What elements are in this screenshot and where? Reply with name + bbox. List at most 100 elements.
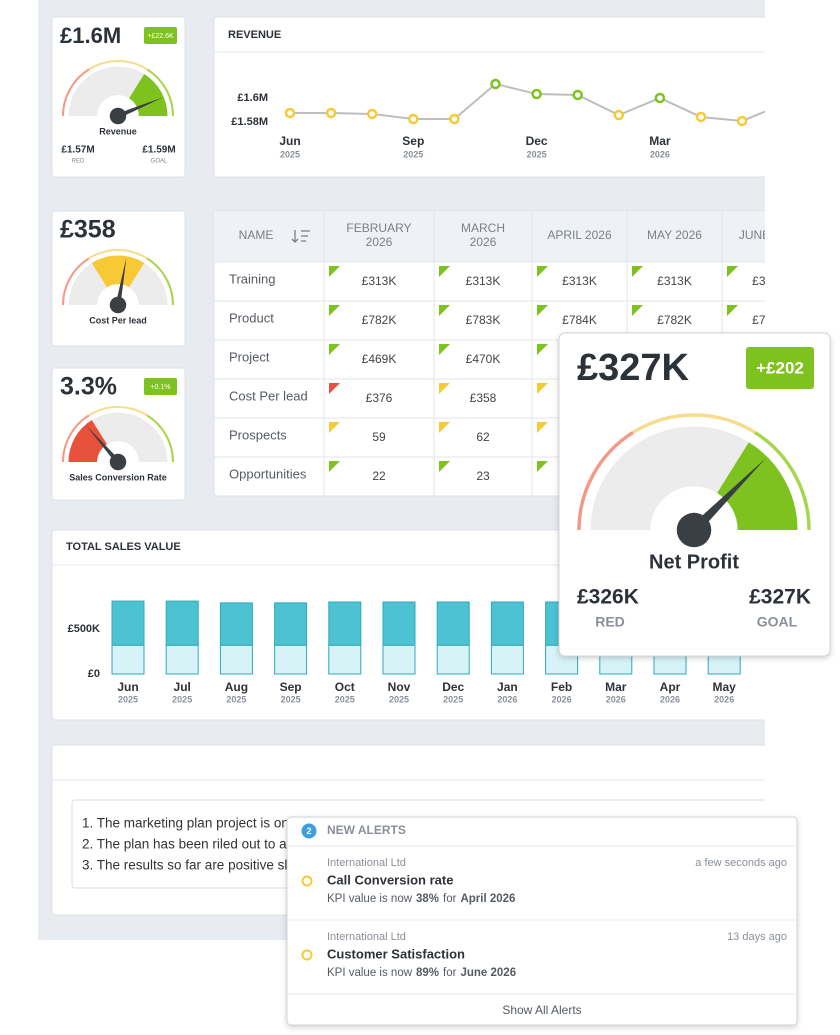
sales-bar-segment [219, 602, 253, 646]
table-header-name: NAME [239, 228, 274, 242]
alert-name: Customer Satisfaction [327, 946, 465, 961]
x-tick-month: Nov [388, 680, 411, 694]
revenue-point [736, 115, 748, 127]
status-flag [439, 305, 450, 316]
alerts-title: NEW ALERTS [327, 823, 406, 837]
gauge-needle [690, 458, 766, 534]
x-tick-month: Aug [225, 680, 248, 694]
popup-value: £327K [577, 347, 690, 389]
table-cell: £470K [466, 352, 501, 366]
net-profit-popup: £327K +£202 Net Profit £326K RED £327K GOAL [558, 332, 831, 657]
revenue-point [695, 111, 707, 123]
popup-goal-value: £327K [749, 586, 811, 609]
sort-icon[interactable] [291, 230, 310, 243]
sales-bar-segment [274, 644, 308, 675]
status-flag [632, 305, 643, 316]
x-tick-month: Dec [526, 134, 548, 148]
x-tick-month: Jul [174, 680, 191, 694]
alerts-card [286, 816, 798, 1026]
kpi-title: Revenue [99, 126, 137, 136]
gauge-outer-band [146, 414, 174, 463]
table-cell: £313K [466, 274, 501, 288]
gauge-outer-band [88, 406, 148, 417]
status-flag [537, 383, 548, 394]
alerts-footer[interactable]: Show All Alerts [502, 1003, 581, 1017]
alert-name: Call Conversion rate [327, 872, 453, 887]
table-row-name: Training [229, 271, 275, 286]
alert-detail-value: 89% [416, 967, 439, 979]
revenue-point [284, 107, 296, 119]
popup-red-caption: RED [595, 614, 625, 630]
sales-bar-segment [328, 644, 362, 675]
popup-badge [746, 347, 814, 389]
sales-bar-segment [274, 602, 308, 646]
gauge-needle [115, 257, 127, 306]
status-flag [439, 461, 450, 472]
status-flag [439, 383, 450, 394]
gauge-status-fill [128, 74, 168, 117]
x-tick-month: Dec [442, 680, 464, 694]
table-row-name: Prospects [229, 427, 287, 442]
x-tick-month: Jan [497, 680, 518, 694]
table-column-header: MARCH [461, 221, 505, 235]
gauge-needle [117, 97, 163, 119]
x-tick-month: Sep [280, 680, 302, 694]
x-tick-month: Sep [402, 134, 424, 148]
table-column-header: MAY 2026 [647, 228, 702, 242]
revenue-card [213, 16, 765, 178]
table-column-header: JUNE 2026 [739, 228, 801, 242]
table-cell: 22 [372, 469, 386, 483]
alert-company: International Ltd [327, 931, 406, 943]
alert-item[interactable]: International Ltd 13 days ago Customer Sat… [301, 931, 788, 979]
kpi-goal-caption: GOAL [151, 159, 168, 165]
x-tick-year: 2025 [281, 694, 301, 704]
sales-bar-segment [165, 644, 199, 675]
x-tick-month: Feb [551, 680, 572, 694]
table-row-name: Project [229, 349, 270, 364]
kpi-goal-value: £1.59M [142, 145, 175, 156]
x-tick-year: 2026 [552, 694, 572, 704]
gauge-outer-band [146, 257, 174, 306]
x-tick-month: Mar [605, 680, 627, 694]
table-cell: £313K [362, 274, 397, 288]
gauge-status-fill [716, 442, 798, 532]
alert-time: 13 days ago [727, 931, 787, 943]
popup-goal-caption: GOAL [757, 614, 798, 630]
kpi-red-caption: RED [72, 159, 85, 165]
sales-bar-segment [111, 644, 145, 675]
x-tick-month: Jun [117, 680, 138, 694]
status-flag [537, 266, 548, 277]
kpi-red-value: £1.57M [61, 145, 94, 156]
gauge-outer-band [88, 249, 148, 260]
gauge-hub [109, 453, 127, 471]
gauge-outer-band [632, 413, 756, 434]
x-tick-year: 2026 [660, 694, 680, 704]
alert-detail-prefix: KPI value is now [327, 893, 413, 905]
sales-bar-segment [111, 600, 145, 646]
gauge-status-fill [68, 420, 108, 463]
gauge-outer-band [754, 431, 811, 531]
x-tick-month: Jun [279, 134, 300, 148]
sales-bar-segment [382, 644, 416, 675]
status-flag [632, 266, 643, 277]
table-column-header: APRIL 2026 [547, 228, 612, 242]
gauge-outer-band [62, 414, 90, 463]
gauge-hub [676, 512, 712, 548]
revenue-point [572, 89, 583, 101]
alert-item[interactable]: International Ltd a few seconds ago Call C… [301, 857, 788, 905]
status-flag [537, 461, 548, 472]
kpi-title: Cost Per lead [89, 315, 147, 325]
revenue-point [449, 113, 460, 125]
sales-bar-segment [436, 644, 470, 675]
x-tick-year: 2025 [527, 149, 547, 159]
table-column-header: 2026 [470, 235, 497, 249]
x-tick-month: Apr [660, 680, 681, 694]
table-cell: £313K [657, 274, 692, 288]
alert-detail: KPI value is now 38% for April 2026 [327, 893, 515, 905]
status-flag [439, 422, 450, 433]
gauge-status-fill [91, 255, 145, 288]
gauge-outer-band [88, 60, 148, 71]
gauge-outer-band [146, 68, 174, 117]
alert-detail-mid: for [443, 893, 457, 905]
